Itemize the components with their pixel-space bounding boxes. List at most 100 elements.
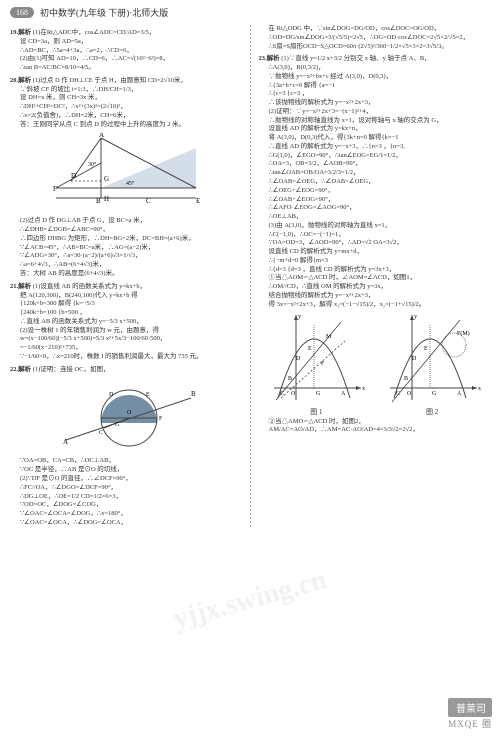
q23-l9: 设直线 AD 的解析式为 y=kx+n， xyxy=(259,125,491,134)
q20b-l7: 答：大树 AB 的高度是(6+4√3)米。 xyxy=(10,270,242,279)
q23-l29: 得 3x=−x²+2x+3，解得 x₁=(−1−√15)/2，x₂=(−1+√1… xyxy=(259,301,491,310)
svg-text:G: G xyxy=(432,391,437,397)
q22b-l7: ∵∠OAC=∠OCA=∠DOG，∴x=180°， xyxy=(10,510,242,519)
q23-l11: ∴直线 AD 的解析式为 y=−x+3，∴{n=3 ，{n=3, xyxy=(259,143,491,152)
q21-l8: =−1/60(x−210)²+735， xyxy=(10,344,242,353)
svg-text:G: G xyxy=(104,175,109,183)
q20-num: 20.解析 xyxy=(10,77,31,84)
q21-num: 21.解析 xyxy=(10,283,31,290)
svg-text:D: D xyxy=(412,356,417,362)
q21-l1: (1)设直线 AB 的函数关系式为 y=kx+b， xyxy=(33,283,146,290)
q20b-l6: ∴a=6+4√3，∴AB=(6+4√3)米， xyxy=(10,261,242,270)
brand: 普莱司 MXQE 圈 xyxy=(448,698,492,730)
q20-l4: ∴DH²+CH²=DC²，∴x²+(3x)²=(2√10)²， xyxy=(10,103,242,112)
svg-text:D: D xyxy=(296,356,301,362)
q22b-l4: ∴FC//OA，∴∠DGO=∠DCF=90°， xyxy=(10,484,242,493)
q23-l22: ∵OA=OD=3，∠AOD=90°，∴AD=√2 OA=3√2， xyxy=(259,239,491,248)
q20b-l1: (2)过点 D 作 DG⊥AB 于点 G，设 BC=a 米， xyxy=(10,217,242,226)
q19-l4: (2)由(1)可知 AD=10，∴CD=6，∴AC=√(10²−6²)=8， xyxy=(10,55,242,64)
q23-l7: (2)证明：∵y=−x²+2x+3=−(x−1)²+4， xyxy=(259,108,491,117)
q19-l3: ∴AD=BC，∴5a=4+3a，∴a=2，∴CD=6， xyxy=(10,47,242,56)
watermark: yjjx.swing.cn xyxy=(170,564,330,636)
svg-text:B: B xyxy=(191,390,196,398)
q21-l5: ∴直线 AB 的函数关系式为 y=−5/3 x+500， xyxy=(10,318,242,327)
q23-l1: (1)∵直线 y=1/2 x+3/2 分别交 x 轴、y 轴于点 A、B， xyxy=(281,55,430,62)
svg-text:O: O xyxy=(291,391,296,397)
svg-text:C: C xyxy=(99,430,103,436)
q21-l2: 把 A(120,300)，B(240,100)代入 y=kx+b 得 xyxy=(10,292,242,301)
q23-l13: ∴OA=3，OB=3/2，∠AOB=90°， xyxy=(259,160,491,169)
q21-l6: (2)设一株树 1 的年销售利润为 w 元，由题意，得 xyxy=(10,327,242,336)
svg-text:C: C xyxy=(396,391,400,397)
q23-l17: ∴∠OAB+∠EOG=90°， xyxy=(259,196,491,205)
svg-text:F: F xyxy=(159,416,163,422)
page-number: 168 xyxy=(10,7,34,18)
figures-row: x y O D E M C A B G F 图 1 xyxy=(259,310,491,418)
left-column: 19.解析 (1)在Rt△ADC中，cos∠ADC=CD/AD=3/5， 设 C… xyxy=(10,25,242,528)
q23-l3: ∵抛物线 y=−x²+bx+c 经过 A(3,0)，D(0,3)， xyxy=(259,73,491,82)
q20b-l2: ∴∠DHB=∠DGB=∠ABC=90°， xyxy=(10,226,242,235)
r2: ∴OD=DG/sin∠DOG=3/(√5/5)=2√5，∴OG=OD·cos∠D… xyxy=(259,34,491,43)
q23-l28: 结合抛物线的解析式为 y=−x²+2x+3， xyxy=(259,292,491,301)
q22b-l8: ∵∠OAC=∠OCA，∴∠DOG=∠OCA， xyxy=(10,519,242,528)
figure-circle: A B O C D G E F xyxy=(51,378,201,453)
svg-text:x: x xyxy=(478,386,481,392)
svg-text:G: G xyxy=(316,391,321,397)
svg-text:E: E xyxy=(146,392,150,398)
q22b: ∵OA=OB，CA=CB，∴OC⊥AB， ∵OC 是半径，∴AB 是⊙O 的切线… xyxy=(10,457,242,527)
q21-l4: {240k+b=100 {b=500 ， xyxy=(10,309,242,318)
column-divider xyxy=(250,25,251,528)
q20-l6: 答：王刚同学从点 C 到点 D 的过程中上升的高度为 2 米。 xyxy=(10,121,242,130)
q23-l4: ∴{3a+b+c=0 解得 {a=−1 xyxy=(259,82,491,91)
q23-l27: ∴OM//CD，∴直线 OM 的解析式为 y=3x， xyxy=(259,283,491,292)
figure-parabola-2: x y O D E F(M) C A B G xyxy=(382,310,482,405)
q23-l15: ∴∠OAB=∠OEG，∴∠OAB=∠OEG， xyxy=(259,178,491,187)
brand-box: 普莱司 xyxy=(448,698,492,717)
q19: 19.解析 (1)在Rt△ADC中，cos∠ADC=CD/AD=3/5， 设 C… xyxy=(10,29,242,73)
svg-text:F: F xyxy=(53,185,57,193)
svg-text:G: G xyxy=(115,422,120,428)
svg-text:C: C xyxy=(280,391,284,397)
q19-num: 19.解析 xyxy=(10,29,31,36)
q20b-l3: ∴四边形 DHBG 为矩形，∴DH=BG=2米，DC=BH=(a+6)米， xyxy=(10,235,242,244)
q23-l18: ∴∠AFO·∠EOG=∠AOG=90°， xyxy=(259,204,491,213)
svg-text:E: E xyxy=(424,346,428,352)
q22-l1: (1)证明：连接 OC，如图， xyxy=(33,366,110,373)
q23-l19: ∴OE⊥AB， xyxy=(259,213,491,222)
q23-l14: ∴tan∠OAB=OB/OA=3/2/3=1/2， xyxy=(259,169,491,178)
q23-l20: (3)由 A(3,0)，抛物线的对称轴为直线 x=1， xyxy=(259,222,491,231)
svg-text:x: x xyxy=(362,386,365,392)
svg-text:A: A xyxy=(63,438,68,446)
svg-text:A: A xyxy=(99,133,104,139)
svg-text:B: B xyxy=(288,376,292,382)
svg-text:M: M xyxy=(326,334,332,340)
q21-l9: ∵−1/60<0，∴x=210时，株数 I 的销售利润最大，最大为 735 元。 xyxy=(10,353,242,362)
q23-l26: ①当△AOM∽△ACD 时，∠AOM=∠ACD，如图1， xyxy=(259,274,491,283)
r3: ∴S扇=S扇形OCD−S△OCD=60π·(2√5)²/360−1/2×√5×3… xyxy=(259,43,491,52)
q23-l23: 设直线 CD 的解析式为 y=mx+d， xyxy=(259,248,491,257)
right-column: 在 Rt△ODG 中，∵sin∠DOG=DG/OD，cos∠DOC=OG/OD，… xyxy=(259,25,491,528)
svg-text:E: E xyxy=(196,197,200,205)
q20-l5: ∴x=2(负值舍)，∴DH=2米，CH=6米， xyxy=(10,112,242,121)
q21-l3: {120k+b=300 解得 {k=−5/3 xyxy=(10,300,242,309)
q19-l5: ∴tan B=AC/BC=8/10=4/5。 xyxy=(10,64,242,73)
svg-text:y: y xyxy=(414,314,417,320)
tail-l2: AM/AC=AO/AD，∴AM=AC·AO/AD=4×3/3√2=2√2， xyxy=(259,426,491,435)
q19-l1: (1)在Rt△ADC中，cos∠ADC=CD/AD=3/5， xyxy=(33,29,156,36)
svg-text:F(M): F(M) xyxy=(457,330,470,337)
svg-text:y: y xyxy=(298,314,301,320)
figure-tree: A F D 30° G H E B C 45° xyxy=(46,133,206,213)
q22b-l6: ∵OD=OC，∠DOG=∠COG， xyxy=(10,501,242,510)
svg-text:O: O xyxy=(407,391,412,397)
svg-text:D: D xyxy=(109,392,114,398)
q22b-l3: (2)∵DF 是⊙O 的直径，∴∠DCF=90°， xyxy=(10,475,242,484)
q23-l2: ∴A(3,0)，B(0,3/2)， xyxy=(259,64,491,73)
svg-text:A: A xyxy=(341,391,346,397)
q22-num: 22.解析 xyxy=(10,366,31,373)
q20: 20.解析 (1)过点 D 作 DH⊥CE 于点 H，由题意知 CD=2√10米… xyxy=(10,77,242,130)
svg-text:O: O xyxy=(127,410,132,416)
content-columns: 19.解析 (1)在Rt△ADC中，cos∠ADC=CD/AD=3/5， 设 C… xyxy=(0,25,500,528)
q22b-l2: ∵OC 是半径，∴AB 是⊙O 的切线， xyxy=(10,466,242,475)
q23-l16: ∴∠OEG+∠EOG=90°， xyxy=(259,187,491,196)
q21-l7: w=(x−100/60)(−5/3 x+500)=5/3 x²+5x/3−100… xyxy=(10,335,242,344)
